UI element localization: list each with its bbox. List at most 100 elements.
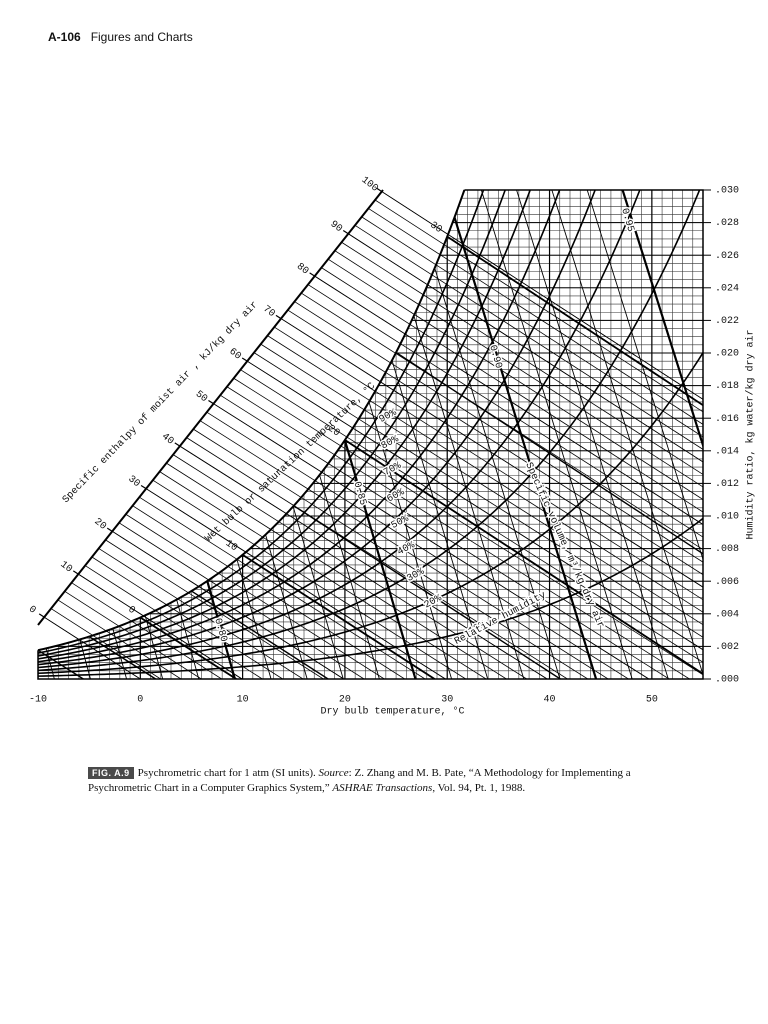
relative-humidity-curve bbox=[38, 190, 703, 660]
enthalpy-title: Specific enthalpy of moist air , kJ/kg d… bbox=[60, 299, 260, 506]
enthalpy-minor-line-extension bbox=[84, 565, 156, 611]
specific-volume-minor-line bbox=[319, 474, 380, 679]
specific-volume-minor-line bbox=[79, 639, 91, 679]
enthalpy-minor-line bbox=[334, 454, 690, 679]
enthalpy-tick bbox=[208, 399, 214, 405]
y-tick-label: .028 bbox=[715, 218, 739, 229]
enthalpy-tick bbox=[106, 527, 113, 532]
enthalpy-line bbox=[78, 639, 141, 679]
enthalpy-line-extension bbox=[348, 233, 428, 286]
relative-humidity-label: 30% bbox=[405, 567, 426, 585]
caption-part: ASHRAE Transactions bbox=[332, 782, 433, 794]
enthalpy-label: 0 bbox=[26, 604, 38, 616]
enthalpy-minor-line bbox=[118, 625, 202, 679]
enthalpy-line bbox=[143, 615, 243, 679]
specific-volume-minor-line bbox=[45, 648, 55, 679]
enthalpy-minor-line bbox=[423, 294, 703, 475]
enthalpy-line-extension bbox=[44, 616, 80, 640]
enthalpy-minor-line-extension bbox=[206, 411, 316, 482]
enthalpy-tick bbox=[72, 570, 79, 575]
enthalpy-minor-line bbox=[105, 630, 182, 679]
enthalpy-line bbox=[245, 551, 446, 679]
y-tick-label: .000 bbox=[715, 675, 739, 686]
x-tick-label: -10 bbox=[29, 695, 47, 706]
enthalpy-line bbox=[286, 513, 548, 679]
caption-part: Source bbox=[318, 767, 349, 779]
page-header: A-106 Figures and Charts bbox=[48, 30, 193, 44]
wet-bulb-minor-line bbox=[38, 649, 84, 679]
enthalpy-minor-line-extension bbox=[220, 394, 329, 464]
y-tick-label: .006 bbox=[715, 577, 739, 588]
specific-volume-minor-line bbox=[391, 360, 489, 679]
enthalpy-line-extension bbox=[381, 191, 449, 235]
y-tick-label: .002 bbox=[715, 642, 739, 653]
y-tick-label: .016 bbox=[715, 414, 739, 425]
enthalpy-minor-line bbox=[177, 598, 304, 679]
enthalpy-minor-line-extension bbox=[267, 335, 370, 401]
enthalpy-minor-line bbox=[435, 264, 703, 438]
caption-part: , Vol. 94, Pt. 1, 1988. bbox=[432, 782, 526, 794]
enthalpy-tick bbox=[309, 272, 316, 277]
enthalpy-tick bbox=[38, 613, 45, 618]
enthalpy-minor-line bbox=[208, 579, 365, 679]
enthalpy-minor-line-extension bbox=[341, 241, 424, 296]
specific-volume-minor-line bbox=[176, 599, 200, 679]
section-title: Figures and Charts bbox=[90, 30, 193, 44]
enthalpy-minor-line bbox=[385, 372, 703, 575]
enthalpy-minor-line bbox=[262, 536, 487, 679]
page-number: A-106 bbox=[48, 30, 81, 44]
caption-part: Psychrometric chart for 1 atm (SI units)… bbox=[137, 767, 319, 779]
x-tick-label: 10 bbox=[237, 695, 249, 706]
enthalpy-line-extension bbox=[314, 275, 406, 335]
enthalpy-line bbox=[352, 427, 703, 651]
enthalpy-tick bbox=[241, 357, 248, 362]
y-tick-label: .014 bbox=[715, 446, 739, 457]
enthalpy-minor-line-extension bbox=[71, 582, 132, 622]
enthalpy-minor-line-extension bbox=[307, 284, 401, 345]
specific-volume-minor-line bbox=[236, 559, 272, 679]
enthalpy-minor-line-extension bbox=[57, 599, 107, 632]
enthalpy-minor-line-extension bbox=[226, 386, 335, 456]
x-axis-label: Dry bulb temperature, °C bbox=[320, 706, 464, 718]
wet-bulb-line bbox=[446, 235, 703, 679]
enthalpy-minor-line bbox=[188, 592, 324, 679]
enthalpy-tick bbox=[275, 314, 282, 320]
enthalpy-tick bbox=[376, 187, 383, 193]
y-tick-label: .008 bbox=[715, 544, 739, 555]
enthalpy-minor-line-extension bbox=[361, 216, 437, 266]
enthalpy-minor-line-extension bbox=[253, 352, 359, 420]
enthalpy-minor-line-extension bbox=[166, 462, 272, 530]
saturation-curve bbox=[37, 189, 466, 652]
wet-bulb-minor-line bbox=[293, 505, 561, 679]
enthalpy-minor-line-extension bbox=[334, 250, 420, 305]
specific-volume-minor-line bbox=[144, 615, 164, 679]
enthalpy-minor-line-extension bbox=[301, 292, 396, 354]
enthalpy-line-extension bbox=[112, 530, 199, 587]
enthalpy-minor-line bbox=[414, 314, 703, 500]
specific-volume-minor-line bbox=[265, 534, 308, 679]
enthalpy-tick bbox=[140, 484, 147, 490]
psychrometric-chart: -10 0 10 20 30 40 50 .000 .002 .004 .006 .008 .010 .0… bbox=[26, 175, 757, 718]
enthalpy-minor-line-extension bbox=[374, 199, 445, 245]
enthalpy-minor-line-extension bbox=[139, 496, 238, 560]
relative-humidity-curve bbox=[38, 517, 703, 677]
enthalpy-minor-line-extension bbox=[172, 454, 280, 523]
enthalpy-label: 70 bbox=[260, 304, 276, 320]
enthalpy-minor-line bbox=[155, 610, 263, 679]
enthalpy-minor-line bbox=[390, 362, 703, 563]
figure-caption: FIG. A.9 Psychrometric chart for 1 atm (S… bbox=[88, 766, 688, 796]
enthalpy-line bbox=[198, 586, 344, 679]
enthalpy-minor-line bbox=[374, 390, 703, 601]
specific-volume-minor-line bbox=[507, 190, 703, 679]
enthalpy-minor-line-extension bbox=[159, 471, 264, 538]
enthalpy-minor-line bbox=[166, 604, 283, 679]
enthalpy-minor-line-extension bbox=[368, 208, 441, 256]
x-tick-label: 40 bbox=[544, 695, 556, 706]
enthalpy-line-extension bbox=[179, 445, 287, 515]
enthalpy-minor-line bbox=[218, 572, 385, 679]
enthalpy-minor-line bbox=[346, 436, 703, 663]
specific-volume-minor-line bbox=[368, 401, 453, 679]
specific-volume-minor-line bbox=[523, 190, 703, 679]
enthalpy-minor-line bbox=[227, 566, 405, 679]
